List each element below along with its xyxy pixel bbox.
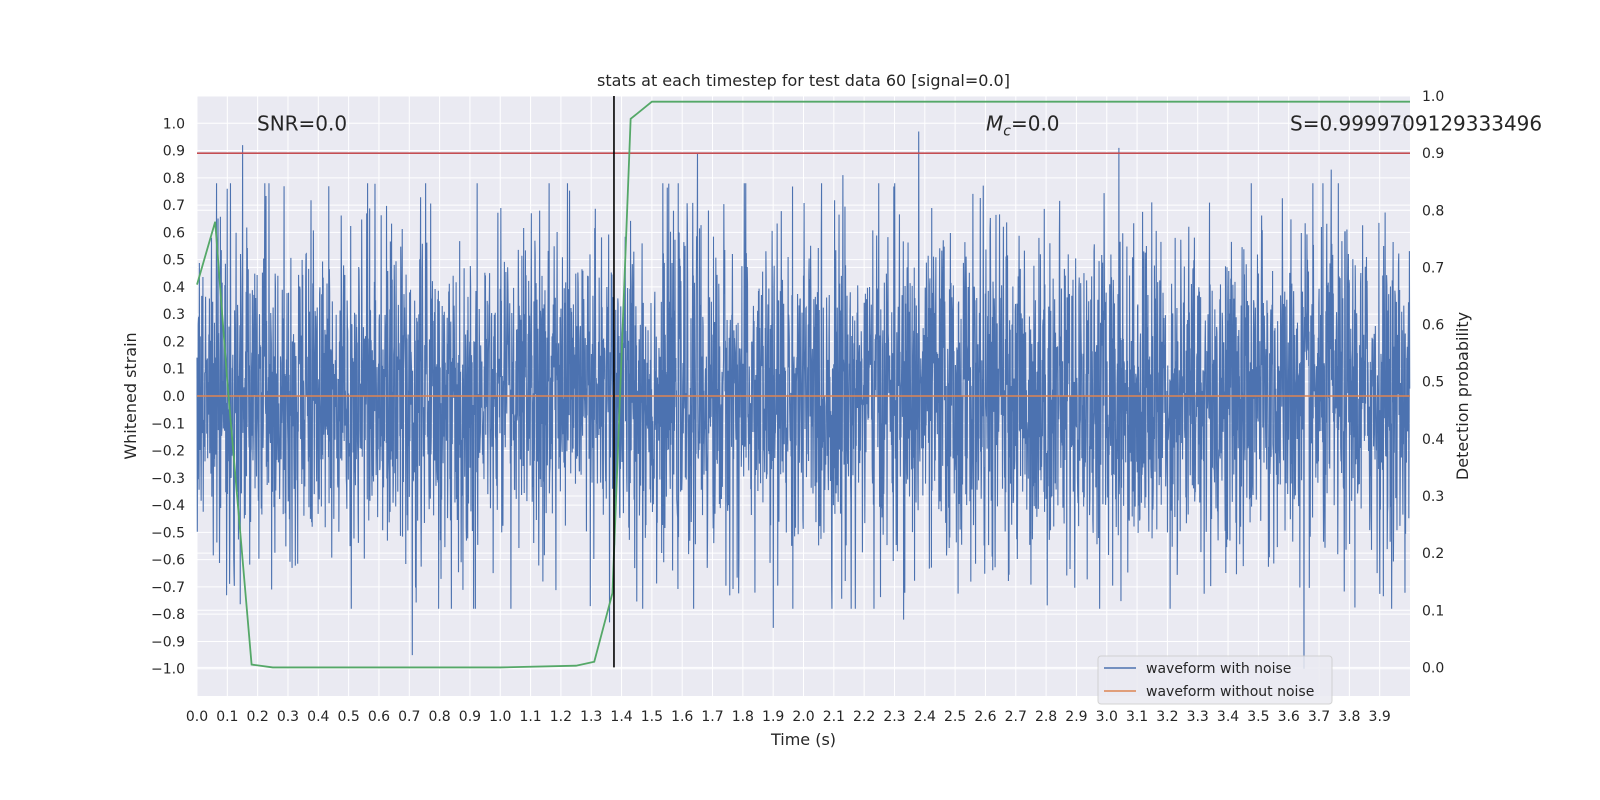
y-tick-label: −0.9 — [151, 634, 185, 650]
x-tick-label: 2.7 — [1005, 709, 1027, 725]
y2-tick-label: 0.9 — [1422, 146, 1444, 162]
y-tick-label: 0.8 — [163, 171, 185, 187]
x-tick-label: 2.2 — [853, 709, 875, 725]
x-tick-label: 1.5 — [641, 709, 663, 725]
x-tick-label: 3.7 — [1308, 709, 1330, 725]
x-tick-label: 0.9 — [459, 709, 481, 725]
x-tick-label: 1.2 — [550, 709, 572, 725]
x-tick-label: 2.9 — [1065, 709, 1087, 725]
y-tick-label: 0.6 — [163, 225, 185, 241]
x-tick-label: 1.1 — [519, 709, 541, 725]
x-tick-label: 0.7 — [398, 709, 420, 725]
y2-tick-label: 0.7 — [1422, 260, 1444, 276]
y2-axis-label: Detection probability — [1453, 312, 1472, 480]
x-tick-label: 0.8 — [428, 709, 450, 725]
x-tick-label: 1.4 — [610, 709, 632, 725]
x-tick-label: 3.6 — [1278, 709, 1300, 725]
x-tick-label: 0.2 — [247, 709, 269, 725]
y-tick-label: 0.4 — [163, 280, 185, 296]
x-tick-label: 1.6 — [671, 709, 693, 725]
y2-tick-label: 0.1 — [1422, 603, 1444, 619]
y-tick-label: 0.1 — [163, 362, 185, 378]
annotation-score: S=0.9999709129333496 — [1290, 111, 1542, 135]
y-tick-label: −0.5 — [151, 525, 185, 541]
y-tick-label: −0.7 — [151, 580, 185, 596]
annotation-snr: SNR=0.0 — [257, 111, 347, 135]
y2-tick-labels: 0.0 0.1 0.2 0.3 0.4 0.5 0.6 0.7 0.8 0.9 1.0 — [1422, 89, 1444, 676]
legend: waveform with noise waveform without noi… — [1097, 655, 1333, 705]
annotation-mc-value: =0.0 — [1011, 111, 1060, 135]
x-tick-label: 3.3 — [1187, 709, 1209, 725]
y-tick-label: 1.0 — [163, 116, 185, 132]
x-tick-label: 1.8 — [732, 709, 754, 725]
y-tick-label: 0.7 — [163, 198, 185, 214]
x-tick-label: 3.4 — [1217, 709, 1239, 725]
x-tick-label: 1.3 — [580, 709, 602, 725]
y-tick-label: −0.4 — [151, 498, 185, 514]
x-tick-label: 2.0 — [792, 709, 814, 725]
x-tick-label: 2.8 — [1035, 709, 1057, 725]
y2-tick-label: 0.6 — [1422, 318, 1444, 334]
y-tick-label: −0.6 — [151, 553, 185, 569]
x-tick-label: 0.1 — [216, 709, 238, 725]
y-tick-label: 0.9 — [163, 144, 185, 160]
y2-tick-label: 0.2 — [1422, 546, 1444, 562]
x-tick-label: 2.6 — [974, 709, 996, 725]
x-tick-label: 0.3 — [277, 709, 299, 725]
y2-tick-label: 0.4 — [1422, 432, 1444, 448]
chart-title: stats at each timestep for test data 60 … — [597, 71, 1010, 90]
legend-label-clean: waveform without noise — [1146, 684, 1314, 700]
x-tick-label: 2.4 — [914, 709, 936, 725]
x-axis-label: Time (s) — [770, 730, 836, 749]
y-tick-label: 0.3 — [163, 307, 185, 323]
y2-tick-label: 0.0 — [1422, 660, 1444, 676]
x-tick-label: 2.1 — [823, 709, 845, 725]
x-tick-label: 3.1 — [1126, 709, 1148, 725]
y2-tick-label: 1.0 — [1422, 89, 1444, 105]
annotation-chirp-mass: Mc=0.0 — [986, 111, 1060, 139]
y-tick-label: 0.5 — [163, 253, 185, 269]
y-tick-label: −0.2 — [151, 444, 185, 460]
x-tick-label: 0.4 — [307, 709, 329, 725]
y2-tick-label: 0.5 — [1422, 375, 1444, 391]
annotation-mc-sub: c — [1003, 123, 1011, 139]
x-tick-label: 1.7 — [701, 709, 723, 725]
y-tick-labels: −1.0 −0.9 −0.8 −0.7 −0.6 −0.5 −0.4 −0.3 −0.2 −0.1… — [151, 116, 185, 677]
y-tick-label: −1.0 — [151, 662, 185, 678]
x-tick-label: 1.0 — [489, 709, 511, 725]
x-tick-label: 0.5 — [337, 709, 359, 725]
x-tick-label: 3.2 — [1156, 709, 1178, 725]
series-detection-probability — [196, 100, 1411, 669]
y-tick-label: −0.8 — [151, 607, 185, 623]
y-axis-label: Whitened strain — [121, 332, 140, 459]
y2-tick-label: 0.8 — [1422, 203, 1444, 219]
legend-box — [1097, 655, 1333, 705]
x-tick-label: 3.5 — [1247, 709, 1269, 725]
y-tick-label: 0.2 — [163, 334, 185, 350]
y2-tick-label: 0.3 — [1422, 489, 1444, 505]
x-tick-label: 3.9 — [1369, 709, 1391, 725]
x-tick-label: 3.0 — [1096, 709, 1118, 725]
x-tick-label: 0.0 — [186, 709, 208, 725]
y-tick-label: −0.3 — [151, 471, 185, 487]
x-tick-label: 0.6 — [368, 709, 390, 725]
noise-waveform-line — [196, 131, 1411, 669]
x-tick-label: 2.3 — [883, 709, 905, 725]
x-tick-label: 1.9 — [762, 709, 784, 725]
y-tick-label: 0.0 — [163, 389, 185, 405]
annotation-mc-symbol: M — [986, 111, 1003, 135]
legend-label-noise: waveform with noise — [1146, 661, 1291, 677]
x-tick-labels: 0.0 0.1 0.2 0.3 0.4 0.5 0.6 0.7 0.8 0.9 1.0 1.1 1.2 1… — [186, 709, 1391, 725]
series-waveform-with-noise — [196, 131, 1411, 669]
y-tick-label: −0.1 — [151, 416, 185, 432]
x-tick-label: 3.8 — [1338, 709, 1360, 725]
x-tick-label: 2.5 — [944, 709, 966, 725]
